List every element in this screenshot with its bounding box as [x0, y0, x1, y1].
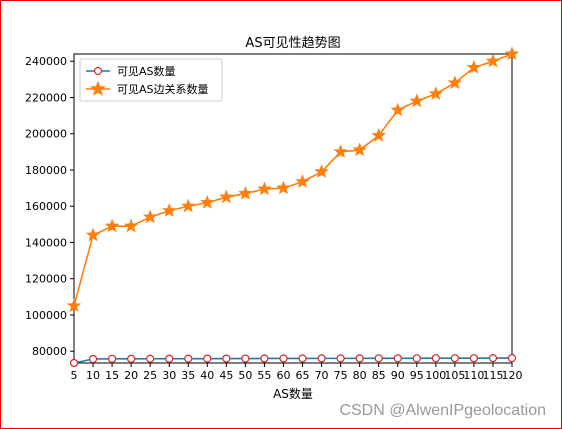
series-layer	[66, 46, 520, 368]
data-point-series-1	[431, 354, 440, 363]
y-tick-label: 100000	[25, 309, 67, 322]
data-point-series-2	[504, 46, 520, 61]
x-tick-label: 110	[463, 369, 484, 382]
data-point-series-2	[276, 180, 291, 195]
chart-title: AS可见性趋势图	[245, 35, 340, 51]
y-tick-label: 240000	[25, 55, 67, 68]
x-tick-label: 40	[200, 369, 214, 382]
x-tick-label: 55	[257, 369, 271, 382]
y-tick-label: 120000	[25, 273, 67, 286]
legend-label-series-1: 可见AS数量	[117, 65, 176, 78]
x-tick-label: 85	[372, 369, 386, 382]
x-axis: 5 10 15 20 25 30 35 40 45 50 55 60 65 70 75 80 85 90 95 100…	[71, 363, 523, 382]
data-point-series-2	[485, 53, 501, 68]
plot-area	[73, 53, 513, 364]
x-tick-label: 90	[391, 369, 405, 382]
data-point-series-1	[412, 354, 421, 363]
watermark: CSDN @AlwenIPgeolocation	[339, 402, 546, 419]
y-tick-label: 80000	[32, 345, 67, 358]
x-tick-label: 75	[334, 369, 348, 382]
x-tick-label: 25	[143, 369, 157, 382]
data-point-series-1	[317, 354, 326, 363]
y-tick-label: 200000	[25, 128, 67, 141]
data-point-series-1	[165, 354, 174, 363]
x-tick-label: 115	[482, 369, 503, 382]
data-point-series-1	[260, 354, 269, 363]
data-point-series-1	[203, 354, 212, 363]
data-point-series-2	[142, 209, 158, 224]
data-point-series-2	[428, 86, 444, 101]
x-tick-label: 15	[105, 369, 119, 382]
y-tick-label: 220000	[25, 91, 67, 104]
data-point-series-2	[219, 189, 234, 204]
data-point-series-2	[123, 218, 139, 233]
data-point-series-2	[180, 198, 196, 213]
x-tick-label: 10	[86, 369, 100, 382]
x-tick-label: 120	[502, 369, 523, 382]
x-tick-label: 45	[219, 369, 233, 382]
data-point-series-2	[314, 164, 329, 179]
y-axis: 80000 100000 120000 140000 160000 180000 20000…	[25, 55, 74, 358]
x-tick-label: 30	[162, 369, 176, 382]
data-point-series-1	[469, 354, 479, 363]
legend: 可见AS数量 可见AS边关系数量	[79, 58, 223, 102]
data-point-series-2	[371, 127, 387, 142]
data-point-series-2	[199, 194, 215, 209]
legend-label-series-2: 可见AS边关系数量	[117, 82, 209, 96]
data-point-series-1	[355, 354, 364, 363]
data-point-series-1	[241, 354, 250, 363]
x-tick-label: 105	[444, 369, 465, 382]
data-point-series-2	[66, 298, 82, 313]
y-tick-label: 140000	[25, 236, 67, 249]
x-tick-label: 70	[315, 369, 329, 382]
data-point-series-2	[161, 203, 177, 218]
data-point-series-1	[184, 354, 193, 363]
x-tick-label: 35	[181, 369, 195, 382]
data-point-series-1	[374, 354, 383, 363]
data-point-series-1	[279, 354, 288, 363]
x-tick-label: 5	[71, 369, 78, 382]
y-tick-label: 160000	[25, 200, 67, 213]
data-point-series-1	[127, 354, 136, 363]
x-tick-label: 80	[353, 369, 367, 382]
data-point-series-1	[146, 354, 155, 363]
data-point-series-2	[85, 227, 101, 242]
data-point-series-1	[88, 354, 98, 364]
data-point-series-2	[257, 181, 272, 196]
data-point-series-2	[104, 218, 120, 233]
data-point-series-2	[447, 75, 463, 90]
x-tick-label: 60	[276, 369, 290, 382]
data-point-series-2	[333, 144, 348, 159]
data-point-series-1	[488, 354, 498, 363]
legend-marker-series-1	[93, 66, 103, 76]
data-point-series-1	[69, 358, 79, 368]
data-point-series-2	[390, 102, 406, 117]
y-tick-label: 180000	[25, 164, 67, 177]
data-point-series-1	[107, 354, 117, 363]
x-tick-label: 20	[124, 369, 138, 382]
data-point-series-1	[336, 354, 345, 363]
data-point-series-2	[352, 142, 367, 157]
data-point-series-1	[507, 354, 517, 363]
legend-box	[79, 58, 223, 102]
legend-marker-series-2	[89, 80, 107, 96]
x-tick-label: 95	[410, 369, 424, 382]
data-point-series-2	[238, 185, 253, 200]
data-point-series-2	[466, 59, 482, 74]
x-tick-label: 100	[425, 369, 446, 382]
data-point-series-2	[409, 93, 425, 108]
data-point-series-1	[450, 354, 459, 363]
x-tick-label: 65	[296, 369, 310, 382]
x-tick-label: 50	[238, 369, 252, 382]
data-point-series-1	[393, 354, 402, 363]
x-axis-label: AS数量	[273, 386, 313, 401]
data-point-series-2	[295, 174, 310, 189]
data-point-series-1	[222, 354, 231, 363]
data-point-series-1	[298, 354, 307, 363]
